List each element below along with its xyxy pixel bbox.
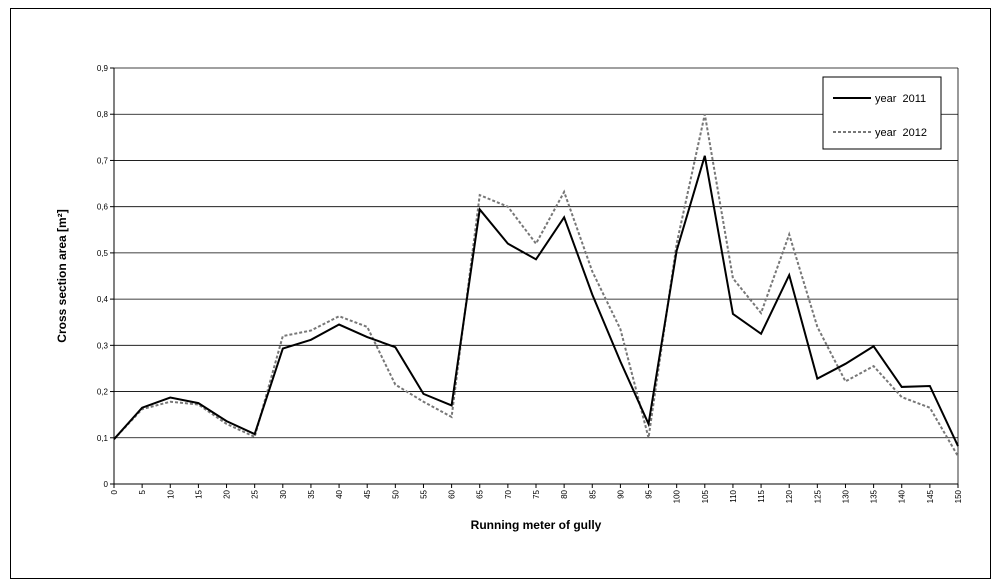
y-tick-label: 0,1 [97,434,109,443]
x-tick-label: 135 [870,489,879,503]
x-tick-label: 20 [223,489,232,498]
y-tick-label: 0,4 [97,295,109,304]
x-tick-label: 125 [813,489,822,503]
x-tick-label: 60 [448,489,457,498]
x-tick-label: 10 [166,489,175,498]
x-tick-label: 45 [363,489,372,498]
y-tick-label: 0,2 [97,388,109,397]
x-axis-title: Running meter of gully [471,518,602,532]
x-tick-label: 50 [391,489,400,498]
x-tick-label: 75 [532,489,541,498]
y-tick-label: 0,6 [97,203,109,212]
x-tick-label: 55 [419,489,428,498]
y-tick-labels: 0 0,1 0,2 0,3 0,4 0,5 0,6 0,7 0,8 0,9 [97,64,109,489]
x-tick-label: 95 [645,489,654,498]
series-line-0 [114,156,958,446]
x-tick-label: 150 [954,489,963,503]
legend: year 2011 year 2012 [823,77,941,149]
legend-label-2011: year 2011 [875,93,926,105]
x-tick-label: 105 [701,489,710,503]
series-line-1 [114,114,958,456]
x-tick-label: 0 [110,489,119,494]
x-tick-label: 30 [279,489,288,498]
y-tick-label: 0,8 [97,110,109,119]
y-tick-label: 0,3 [97,341,109,350]
line-chart: 0 0,1 0,2 0,3 0,4 0,5 0,6 0,7 0,8 0,9 0 5 10 15 20 25 3… [11,9,992,580]
x-tick-label: 90 [616,489,625,498]
y-axis-title: Cross section area [m²] [55,209,69,342]
x-tick-label: 140 [898,489,907,503]
x-tick-label: 100 [673,489,682,503]
x-tick-label: 110 [729,489,738,502]
x-tick-label: 80 [560,489,569,498]
x-tick-label: 145 [926,489,935,503]
x-tick-label: 130 [841,489,850,503]
x-tick-labels: 0 5 10 15 20 25 30 35 40 45 50 55 60 65 70 75 80 85 90 95 10… [110,489,963,503]
y-tick-label: 0,7 [97,156,109,165]
x-tick-label: 35 [307,489,316,498]
x-tick-label: 40 [335,489,344,498]
x-tick-label: 70 [504,489,513,498]
chart-frame: 0 0,1 0,2 0,3 0,4 0,5 0,6 0,7 0,8 0,9 0 5 10 15 20 25 3… [10,8,991,579]
x-tick-label: 65 [476,489,485,498]
legend-label-2012: year 2012 [875,127,927,139]
y-tick-label: 0 [104,480,109,489]
x-tick-label: 115 [757,489,766,502]
x-tick-label: 15 [194,489,203,498]
x-tick-label: 120 [785,489,794,503]
series-layer [114,114,958,456]
x-tick-label: 25 [251,489,260,498]
x-tick-label: 85 [588,489,597,498]
y-tick-label: 0,9 [97,64,109,73]
x-tick-label: 5 [138,489,147,494]
y-tick-label: 0,5 [97,249,109,258]
